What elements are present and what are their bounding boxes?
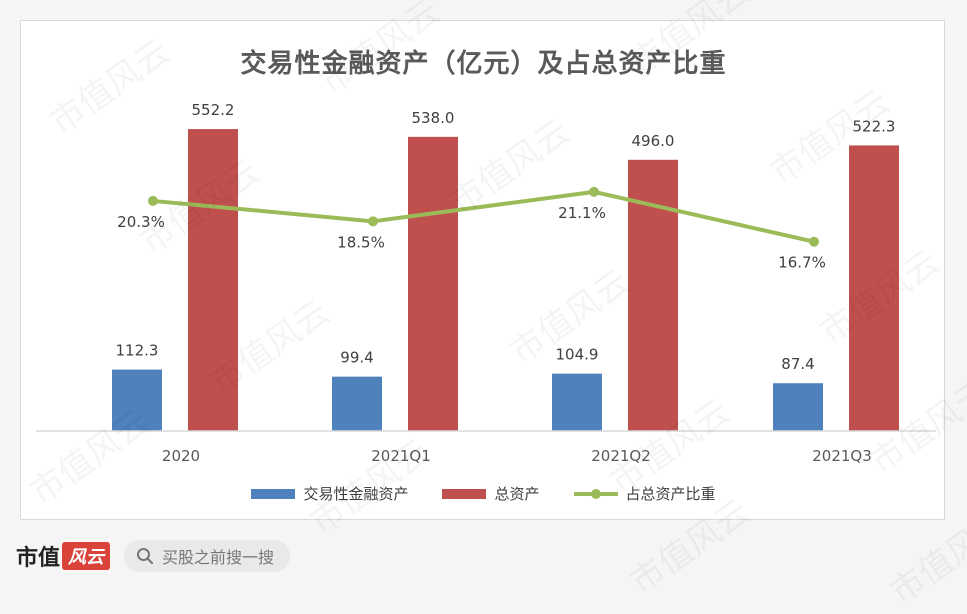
- data-label-total-assets-3: 522.3: [853, 117, 896, 135]
- legend-label-total-assets: 总资产: [494, 485, 540, 503]
- search-box[interactable]: 买股之前搜一搜: [124, 540, 291, 572]
- brand-text: 市值: [16, 546, 61, 571]
- x-tick-label-3: 2021Q3: [812, 447, 872, 465]
- legend-label-trading-assets: 交易性金融资产: [303, 485, 409, 503]
- bar-trading-assets-2: [552, 373, 602, 431]
- point-ratio-1: [368, 216, 378, 227]
- data-label-total-assets-2: 496.0: [632, 132, 675, 150]
- bar-trading-assets-0: [112, 369, 162, 431]
- legend-item-trading-assets: 交易性金融资产: [251, 483, 408, 504]
- legend-label-ratio: 占总资产比重: [625, 485, 716, 503]
- legend-item-ratio: 占总资产比重: [573, 483, 716, 504]
- footer: 市值 风云 买股之前搜一搜: [16, 540, 291, 572]
- bar-total-assets-3: [849, 145, 899, 431]
- x-tick-label-1: 2021Q1: [371, 447, 431, 465]
- line-ratio: [152, 189, 815, 244]
- point-ratio-3: [809, 236, 819, 247]
- data-label-trading-assets-1: 99.4: [340, 349, 373, 367]
- data-label-trading-assets-3: 87.4: [781, 355, 814, 373]
- bar-trading-assets-3: [773, 383, 823, 431]
- data-label-ratio-0: 20.3%: [117, 213, 165, 231]
- data-label-ratio-2: 21.1%: [558, 204, 606, 222]
- brand-mark: 风云: [62, 542, 111, 570]
- data-label-trading-assets-0: 112.3: [116, 342, 159, 360]
- legend: 交易性金融资产 总资产 占总资产比重: [21, 483, 946, 504]
- x-tick-label-0: 2020: [162, 447, 200, 465]
- line-layer: [148, 186, 819, 247]
- labels-layer: 112.3 99.4 104.9 87.4 552.2 538.0 496.0 522.3 20…: [116, 101, 896, 465]
- bar-total-assets-1: [408, 136, 458, 431]
- legend-swatch-ratio: [573, 488, 618, 499]
- legend-swatch-trading-assets: [251, 488, 296, 499]
- bar-trading-assets-1: [332, 376, 382, 431]
- chart-card: 交易性金融资产（亿元）及占总资产比重 112.3 99.4 104.9 87.4 552…: [20, 20, 945, 520]
- chart-plot: 112.3 99.4 104.9 87.4 552.2 538.0 496.0 522.3 20…: [36, 101, 936, 465]
- data-label-trading-assets-2: 104.9: [556, 346, 599, 364]
- chart-title: 交易性金融资产（亿元）及占总资产比重: [240, 49, 727, 79]
- bars-layer: [112, 129, 899, 432]
- data-label-total-assets-1: 538.0: [412, 109, 455, 127]
- brand-logo[interactable]: 市值 风云: [16, 540, 111, 572]
- data-label-total-assets-0: 552.2: [192, 101, 235, 119]
- data-label-ratio-3: 16.7%: [778, 254, 826, 272]
- point-ratio-2: [589, 186, 599, 197]
- legend-item-total-assets: 总资产: [442, 483, 540, 504]
- x-tick-label-2: 2021Q2: [591, 447, 651, 465]
- search-icon: [137, 548, 154, 565]
- point-ratio-0: [148, 195, 158, 206]
- legend-swatch-total-assets: [442, 488, 487, 499]
- data-label-ratio-1: 18.5%: [337, 233, 385, 251]
- search-placeholder: 买股之前搜一搜: [162, 548, 275, 567]
- bar-total-assets-0: [188, 129, 238, 431]
